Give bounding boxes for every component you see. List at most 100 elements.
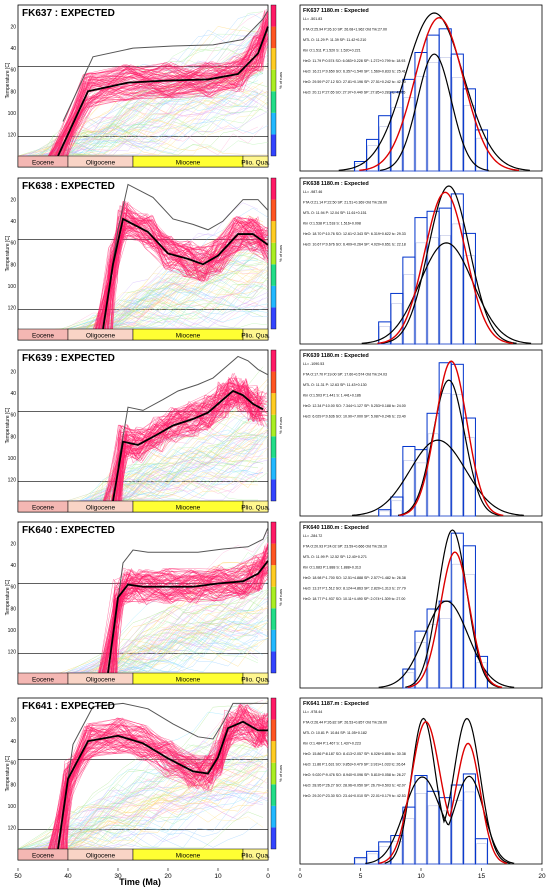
epoch-label: Oligocene [86,160,116,167]
modelled-curve [359,17,520,172]
observed-curve [380,185,517,344]
stats-line: FTA O:20.93 P:24.02 SP: 23.59+0.666 Old … [303,545,387,549]
colour-bar-segment [271,543,276,566]
stats-line: MTL O: 11.31 P: 12.63 SP: 11.43+0.130 [303,383,367,387]
panel-title: FK637 : EXPECTED [22,8,115,19]
colour-bar-segment [271,393,276,415]
histogram-inner-bar [403,818,415,865]
good-fit-path [98,219,269,330]
trial-path [89,419,259,502]
temperature-tick-label: 40 [10,391,16,397]
good-fit-path [48,33,268,157]
colour-bar-segment [271,586,276,609]
good-fit-path [98,555,268,674]
histogram-inner-bar [439,393,451,517]
trial-path [46,753,264,850]
good-fit-path [120,383,263,502]
trial-path [109,434,269,502]
trial-path [97,591,269,674]
epoch-label: Miocene [176,505,201,512]
stats-line: HeO: 16.21 P:0.650 SO: 6.357+1.540 SP: 1… [303,70,406,74]
trial-path [77,269,264,330]
trial-path [101,626,269,674]
trial-path [100,467,259,502]
stats-line: Kin O:1.538 P:1.518 S: 1.516+0.098 [303,222,361,226]
colour-bar-segment [271,48,276,70]
histogram-inner-bar [415,75,427,172]
panel-4: Eocene Oligocene Miocene Plio. Qua. 20 40 60 80… [5,521,543,689]
histogram-inner-bar [476,843,487,865]
trial-path [90,307,269,330]
left-x-tick-label: 40 [64,873,72,880]
trial-path [32,747,264,850]
good-fit-path [61,704,265,850]
temperature-tick-label: 120 [8,825,17,831]
temperature-tick-label: 60 [10,241,16,247]
temperature-tick-label: 100 [8,628,17,634]
temperature-tick-label: 20 [10,718,16,724]
modelled-curve [407,551,503,688]
trial-path [82,565,264,674]
colour-bar-segment [271,112,276,135]
histogram-frame [299,697,543,865]
trial-path [29,756,269,850]
colour-bar-segment [271,350,276,372]
panels: Eocene Oligocene Miocene Plio. Qua. 20 40 60 80… [5,4,543,865]
good-fit-path [59,41,269,157]
good-fit-path [48,713,269,850]
stats-line: HeO: 18.70 P:10.76 SO: 12.61+2.343 SP: 6… [303,232,406,236]
stats-line: LL= -1090.53 [303,362,324,366]
trial-path [117,427,264,502]
good-fit-path [57,20,268,157]
temperature-tick-label: 120 [8,305,17,311]
trial-path [59,561,269,674]
trial-path [111,640,259,674]
temperature-tick-label: 40 [10,563,16,569]
stats-line: HeO: 28.95 P:26.27 SO: 28.96+0.050 SP: 2… [303,784,406,788]
good-fit-path [53,732,266,850]
trial-path [45,797,264,850]
colour-bar: % of runs [270,4,283,157]
trial-path [61,257,269,330]
histogram-inner-bar [452,77,463,172]
trial-path [97,241,269,330]
expected-path [102,217,269,330]
trial-path [103,599,264,674]
stats-line: LL= -987.46 [303,190,322,194]
colour-bar-label: % of runs [278,589,283,606]
histogram-inner-bar [403,97,415,172]
trial-path [27,760,264,850]
histogram-inner-bar [367,145,378,172]
epoch-label: Miocene [176,160,201,167]
trial-path [44,776,264,850]
histogram-inner-bar [415,793,427,865]
good-fit-path [56,718,269,850]
histogram-inner-bar [415,242,427,345]
right-x-tick-label: 5 [359,873,363,880]
good-fit-path [49,724,265,850]
right-x-tick-label: 20 [538,873,546,880]
colour-bar-segment [271,242,276,265]
temperature-axis-label: Temperature [C] [5,62,11,98]
histogram-inner-bar [391,303,403,345]
good-fit-path [54,20,269,157]
trial-path [21,781,264,850]
good-fit-path [48,703,267,850]
colour-bar-frame [270,697,277,850]
colour-bar-segment [271,719,276,742]
good-fit-path [99,216,269,330]
epoch-label: Oligocene [86,677,116,684]
trial-path [84,270,269,330]
trial-path [89,640,259,674]
colour-bar-label: % of runs [278,765,283,782]
stats-line: MTL O: 11.99 P: 12.52 SP: 12.40+0.271 [303,555,367,559]
trial-path [24,822,259,850]
trial-path [103,471,269,502]
epoch-band [242,848,269,861]
good-fit-path [56,11,267,157]
colour-bar-segment [271,608,276,630]
stats-title: FK641 1187.m : Expected [303,701,369,707]
temperature-axis-label: Temperature [C] [5,407,11,443]
good-fit-path [111,202,265,330]
